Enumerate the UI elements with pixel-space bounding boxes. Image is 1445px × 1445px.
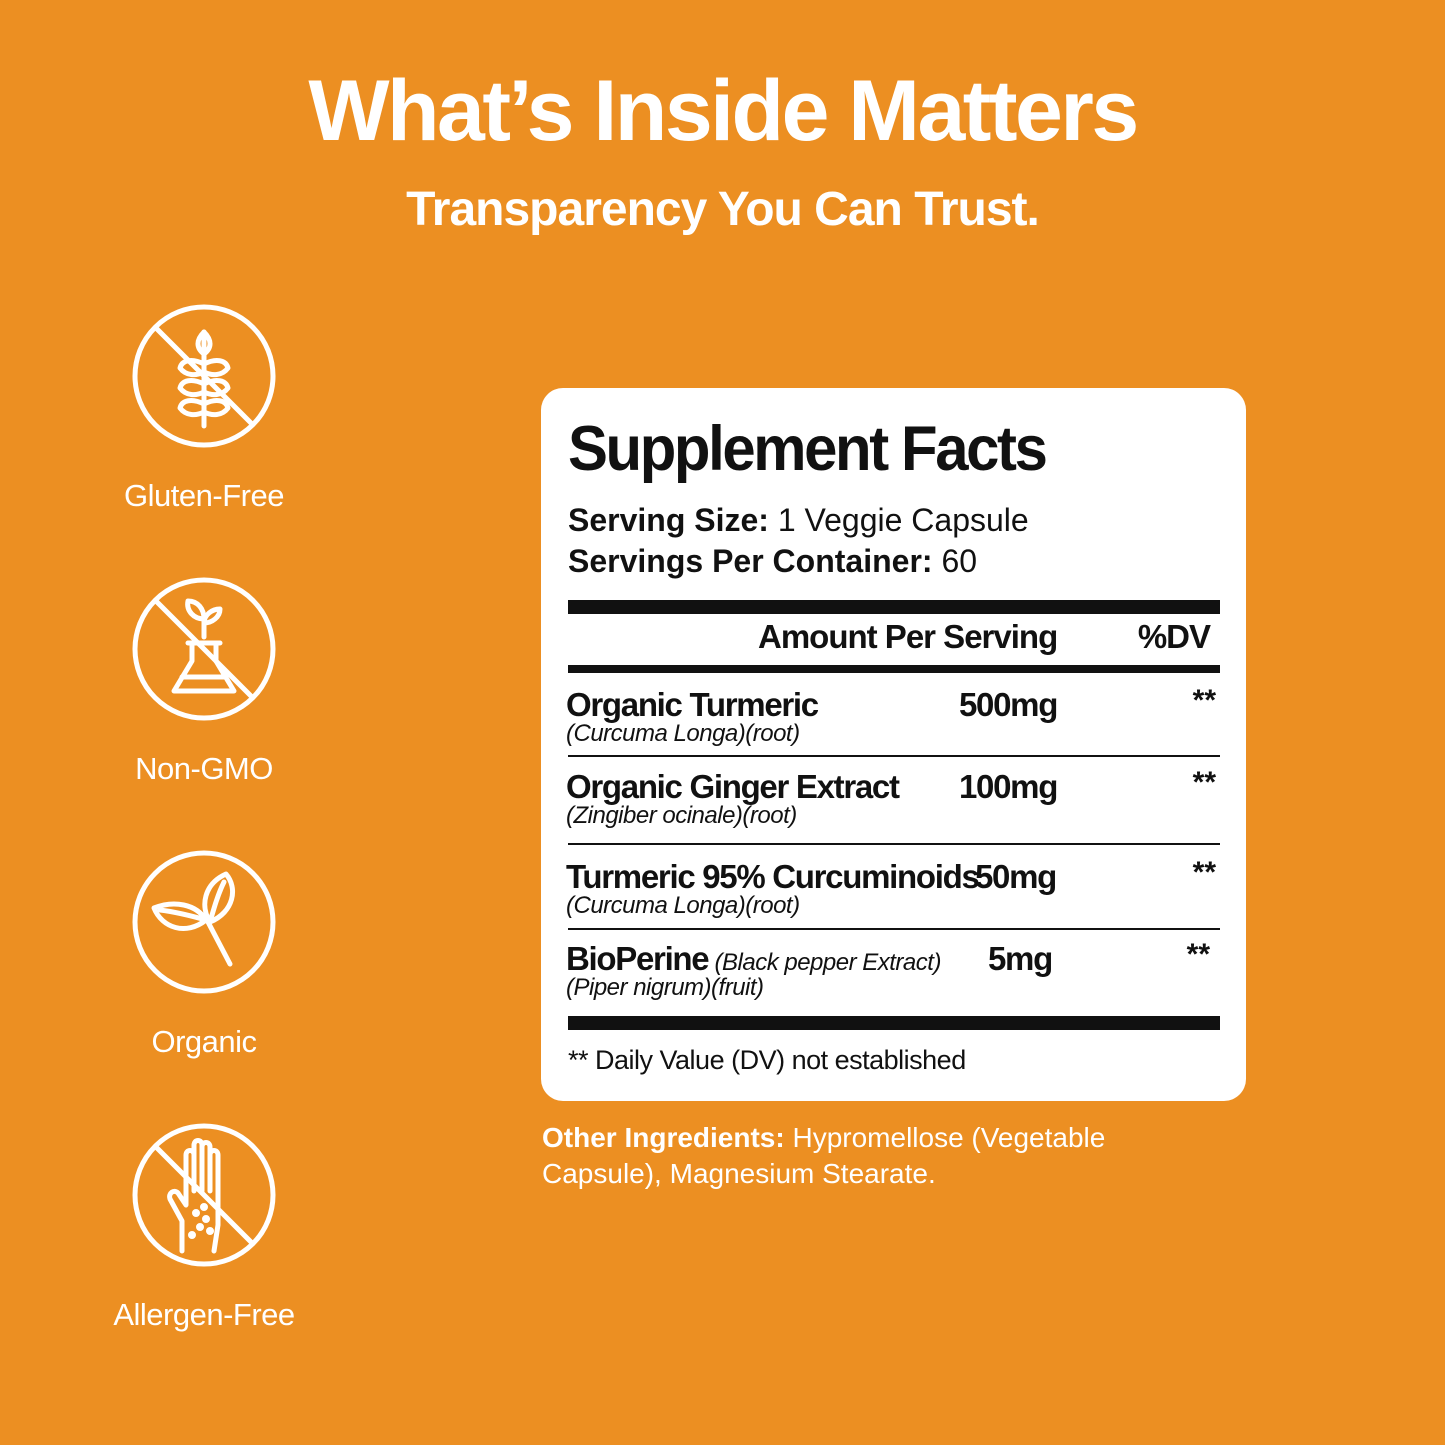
- servings-per-container: Servings Per Container: 60: [568, 545, 977, 577]
- ingredient-dv: **: [1192, 684, 1216, 717]
- badge-label-allergen-free: Allergen-Free: [113, 1297, 295, 1332]
- dv-header: %DV: [1137, 618, 1211, 655]
- ingredient-dv: **: [1186, 938, 1210, 971]
- badge-gluten-free: Gluten-Free: [80, 302, 328, 514]
- row-divider: [568, 755, 1220, 757]
- serving-size-label: Serving Size:: [568, 502, 769, 538]
- badge-label-non-gmo: Non-GMO: [135, 751, 273, 786]
- badge-allergen-free: Allergen-Free: [80, 1121, 328, 1333]
- page-subtitle: Transparency You Can Trust.: [406, 183, 1040, 236]
- badge-non-gmo: Non-GMO: [80, 575, 328, 787]
- ingredient-name: BioPerine (Black pepper Extract): [566, 940, 941, 977]
- ingredient-amount: 50mg: [975, 858, 1057, 895]
- servings-per-container-label: Servings Per Container:: [568, 543, 933, 579]
- no-allergen-hand-icon: [132, 1123, 276, 1267]
- serving-size-value: 1 Veggie Capsule: [768, 502, 1029, 538]
- supplement-facts-card: Supplement Facts Serving Size: 1 Veggie …: [541, 388, 1246, 1101]
- ingredient-dv: **: [1192, 766, 1216, 799]
- row-divider: [568, 843, 1220, 845]
- facts-title: Supplement Facts: [568, 414, 1048, 484]
- row-divider: [568, 928, 1220, 930]
- ingredient-source: (Piper nigrum)(fruit): [566, 974, 764, 1001]
- ingredient-amount: 5mg: [988, 940, 1053, 977]
- leaf-icon: [132, 850, 276, 994]
- header-divider: [568, 665, 1220, 673]
- ingredient-source: (Curcuma Longa)(root): [566, 720, 800, 747]
- ingredient-amount: 500mg: [959, 686, 1058, 723]
- ingredient-amount: 100mg: [959, 768, 1058, 805]
- amount-per-serving-header: Amount Per Serving: [758, 618, 1058, 655]
- badge-label-gluten-free: Gluten-Free: [124, 478, 284, 513]
- bottom-divider: [568, 1016, 1220, 1030]
- other-ingredients-text: Hypromellose (Vegetable Capsule), Magnes…: [542, 1122, 1106, 1189]
- badge-organic: Organic: [80, 848, 328, 1060]
- thick-divider: [568, 600, 1220, 614]
- other-ingredients-label: Other Ingredients:: [542, 1122, 785, 1153]
- dv-footnote: ** Daily Value (DV) not established: [568, 1045, 966, 1075]
- page-title: What’s Inside Matters: [308, 63, 1139, 159]
- no-gmo-flask-icon: [132, 577, 276, 721]
- serving-size: Serving Size: 1 Veggie Capsule: [568, 504, 1029, 536]
- other-ingredients: Other Ingredients: Hypromellose (Vegetab…: [542, 1120, 1182, 1192]
- ingredient-source: (Curcuma Longa)(root): [566, 892, 800, 919]
- ingredient-name: Organic Ginger Extract: [566, 768, 900, 805]
- no-wheat-icon: [132, 304, 276, 448]
- ingredient-name: Turmeric 95% Curcuminoids: [566, 858, 980, 895]
- badge-label-organic: Organic: [151, 1024, 257, 1059]
- servings-per-container-value: 60: [932, 543, 978, 579]
- ingredient-name: Organic Turmeric: [566, 686, 819, 723]
- ingredient-source: (Zingiber ocinale)(root): [566, 802, 797, 829]
- ingredient-dv: **: [1192, 856, 1216, 889]
